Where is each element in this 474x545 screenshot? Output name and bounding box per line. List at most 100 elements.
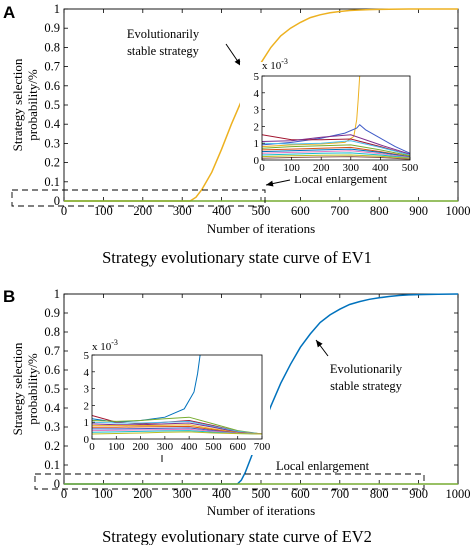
inset-series-line: [92, 422, 262, 435]
x-tick-label: 0: [61, 204, 67, 218]
x-tick-label: 100: [94, 487, 113, 501]
x-tick-label: 0: [61, 487, 67, 501]
inset-x-tick-label: 200: [132, 441, 149, 453]
inset-y-tick-label: 4: [254, 88, 260, 100]
y-tick-label: 0.1: [44, 175, 60, 189]
inset-series-line: [262, 154, 410, 159]
x-tick-label: 900: [409, 487, 428, 501]
annotation-stable-line2: stable strategy: [330, 379, 403, 393]
y-tick-label: 0.5: [44, 382, 60, 396]
x-tick-label: 300: [173, 204, 192, 218]
x-tick-label: 700: [330, 487, 349, 501]
y-axis-label: Strategy selectionprobability/%: [10, 342, 40, 435]
x-tick-label: 1000: [446, 487, 471, 501]
inset-scale-exponent: -3: [111, 338, 118, 347]
x-tick-label: 900: [409, 204, 428, 218]
inset-x-tick-label: 500: [402, 162, 419, 174]
annotation-stable-arrowhead: [234, 58, 241, 66]
inset-y-tick-label: 2: [84, 400, 90, 412]
x-tick-label: 200: [133, 204, 152, 218]
inset-series-line: [262, 146, 410, 158]
inset-y-tick-label: 5: [84, 350, 90, 362]
y-tick-label: 0.8: [44, 325, 60, 339]
annotation-stable-arrowhead: [316, 340, 323, 348]
y-tick-label: 0.6: [44, 363, 60, 377]
panel-letter: B: [3, 287, 15, 306]
x-tick-label: 300: [173, 487, 192, 501]
y-tick-label: 0.3: [44, 136, 60, 150]
y-axis-label-line: Strategy selection: [10, 342, 25, 435]
annotation-local: Local enlargement: [276, 459, 370, 473]
y-axis-label-line: probability/%: [25, 69, 40, 141]
x-tick-label: 800: [370, 487, 389, 501]
y-tick-label: 0.7: [44, 60, 60, 74]
inset-series-group: [262, 76, 410, 160]
y-tick-label: 0.9: [44, 21, 60, 35]
inset-background: [240, 62, 418, 176]
series-line-stable: [64, 8, 458, 202]
x-tick-label: 700: [330, 204, 349, 218]
inset-y-tick-label: 3: [84, 384, 90, 396]
inset-x-tick-label: 700: [254, 441, 271, 453]
series-line-stable: [64, 293, 459, 485]
y-tick-label: 0.7: [44, 344, 60, 358]
inset-x-tick-label: 300: [343, 162, 360, 174]
inset-x-tick-label: 100: [283, 162, 300, 174]
x-tick-label: 400: [212, 204, 231, 218]
inset-series-line: [262, 156, 410, 160]
inset-y-tick-label: 0: [254, 155, 260, 167]
chart-panel-b: B0 100 200 300 400 500 600 700 800 900 100000.10.2…: [3, 287, 471, 545]
y-axis-label: Strategy selectionprobability/%: [10, 58, 40, 151]
inset-x-tick-label: 400: [372, 162, 389, 174]
inset-y-tick-label: 1: [254, 138, 260, 150]
inset-x-tick-label: 500: [205, 441, 222, 453]
inset-series-line: [262, 152, 410, 159]
annotation-stable-line1: Evolutionarily: [127, 27, 200, 41]
y-tick-label: 0: [54, 477, 60, 491]
x-tick-label: 400: [212, 487, 231, 501]
y-tick-label: 1: [54, 287, 60, 301]
inset-x-tick-label: 300: [157, 441, 174, 453]
inset-series-line: [92, 420, 262, 435]
inset-y-tick-label: 3: [254, 105, 260, 117]
inset-y-tick-label: 4: [84, 367, 90, 379]
x-tick-label: 600: [291, 204, 310, 218]
x-axis-label: Number of iterations: [207, 221, 315, 236]
y-tick-label: 0.3: [44, 420, 60, 434]
y-axis-label-line: Strategy selection: [10, 58, 25, 151]
panel-letter: A: [3, 3, 15, 22]
y-tick-label: 1: [54, 2, 60, 16]
chart-panel-a: A0 100 200 300 400 500 600 700 800 900 100000.10.2…: [3, 2, 471, 267]
x-axis-label: Number of iterations: [207, 503, 315, 518]
y-tick-label: 0.2: [44, 156, 60, 170]
x-tick-label: 200: [133, 487, 152, 501]
local-enlargement-box: [34, 473, 425, 490]
inset-scale-exponent: -3: [281, 57, 288, 66]
inset-y-tick-label: 5: [254, 71, 260, 83]
annotation-local-arrowhead: [266, 180, 274, 187]
inset-series-line: [262, 134, 410, 155]
inset-series-line: [262, 140, 410, 156]
annotation-stable-line1: Evolutionarily: [330, 362, 403, 376]
x-tick-label: 500: [252, 487, 271, 501]
inset-x-tick-label: 100: [108, 441, 125, 453]
inset-series-line: [92, 431, 262, 435]
inset-series-line: [262, 144, 410, 157]
inset-y-tick-label: 0: [84, 434, 90, 446]
local-enlargement-box: [11, 189, 266, 207]
inset-x-tick-label: 200: [313, 162, 330, 174]
inset-x-tick-label: 400: [181, 441, 198, 453]
inset-series-line: [92, 416, 262, 435]
annotation-stable-line2: stable strategy: [127, 44, 200, 58]
inset-frame: [91, 354, 263, 440]
inset-background: [70, 341, 270, 455]
y-tick-label: 0.4: [44, 117, 60, 131]
inset-x-tick-label: 0: [259, 162, 265, 174]
inset-series-line: [262, 150, 410, 158]
chart-caption: Strategy evolutionary state curve of EV1: [102, 248, 372, 267]
inset-y-tick-label: 1: [84, 417, 90, 429]
y-axis-label-line: probability/%: [25, 353, 40, 425]
x-tick-label: 100: [94, 204, 113, 218]
y-tick-label: 0.2: [44, 439, 60, 453]
